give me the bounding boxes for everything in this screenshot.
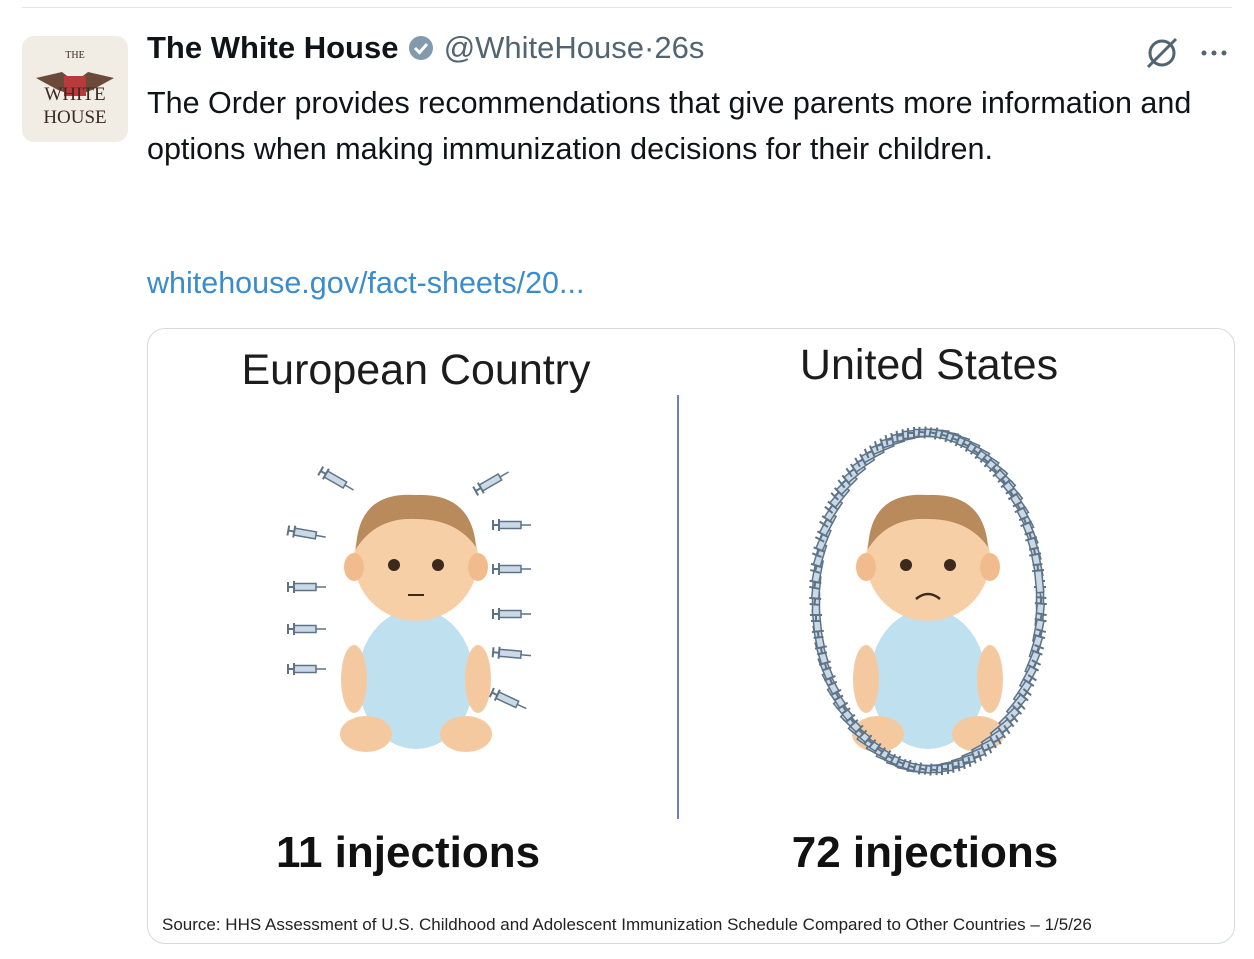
left-title: European Country: [242, 346, 591, 394]
avatar-text: WHITE: [44, 84, 105, 105]
tweet-text: The Order provides recommendations that …: [147, 86, 1192, 166]
syringe: [471, 465, 513, 498]
syringe: [287, 580, 327, 594]
syringe: [492, 518, 532, 532]
avatar[interactable]: THE WHITE HOUSE: [22, 36, 128, 142]
syringe: [286, 523, 328, 545]
syringe: [492, 607, 532, 621]
separator: ·: [644, 30, 655, 65]
right-caption: 72 injections: [792, 828, 1059, 877]
shield: [64, 76, 86, 96]
syringe: [316, 464, 358, 497]
syringe: [488, 686, 530, 716]
verified-badge: [409, 36, 434, 60]
avatar-logo: THE WHITE HOUSE: [36, 50, 114, 128]
left-caption: 11 injections: [276, 828, 540, 877]
more-button[interactable]: [1201, 50, 1227, 56]
syringe: [492, 562, 532, 576]
source-note: Source: HHS Assessment of U.S. Childhood…: [162, 915, 1092, 934]
tweet-link[interactable]: whitehouse.gov/fact-sheets/20...: [147, 266, 585, 300]
avatar-text: HOUSE: [43, 107, 106, 128]
syringe: [491, 645, 533, 663]
syringe: [287, 622, 327, 636]
syringe: [287, 662, 327, 676]
tweet-header: The White House @WhiteHouse·26s: [147, 30, 704, 66]
baby-right: [852, 494, 1004, 752]
grok-icon[interactable]: [1146, 37, 1178, 69]
timestamp[interactable]: 26s: [654, 30, 705, 65]
tweet-actions: [1146, 37, 1227, 69]
author-handle[interactable]: @WhiteHouse: [443, 30, 645, 65]
avatar-text: THE: [65, 50, 84, 61]
media-card[interactable]: European Country United States 11 inject…: [147, 328, 1235, 944]
baby-left: [340, 494, 492, 752]
author-name[interactable]: The White House: [147, 30, 399, 65]
infographic: European Country United States 11 inject…: [162, 341, 1092, 934]
right-title: United States: [800, 341, 1058, 389]
divider: [22, 7, 1232, 8]
